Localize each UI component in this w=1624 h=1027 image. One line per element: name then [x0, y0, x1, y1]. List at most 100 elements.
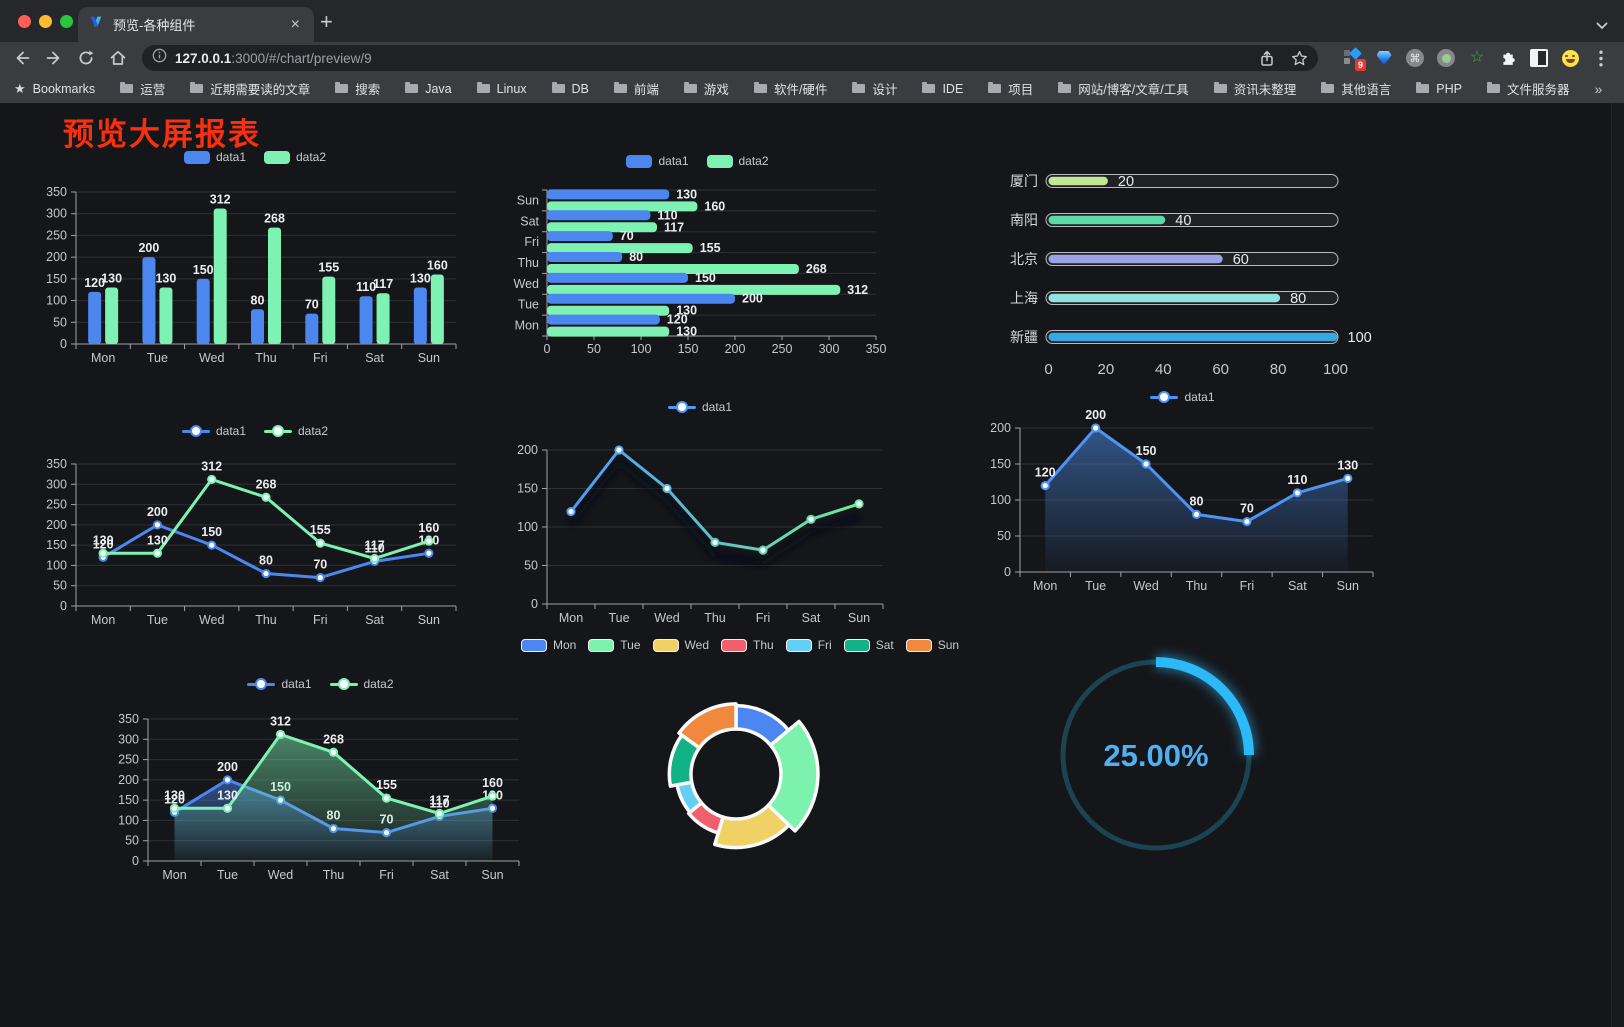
svg-text:155: 155	[376, 778, 397, 792]
bookmark-item[interactable]: 其他语言	[1321, 79, 1391, 98]
svg-text:80: 80	[251, 293, 265, 307]
extension-gem-icon[interactable]	[1375, 49, 1393, 67]
svg-text:100: 100	[46, 558, 67, 572]
bookmark-item[interactable]: 游戏	[683, 79, 729, 98]
legend-item-Wed[interactable]: Wed	[652, 638, 709, 652]
svg-text:120: 120	[1035, 466, 1056, 480]
window-minimize-button[interactable]	[39, 15, 52, 28]
extension-recorder-icon[interactable]	[1437, 49, 1455, 67]
page-scrollbar[interactable]	[1611, 103, 1624, 1027]
svg-text:Fri: Fri	[756, 611, 771, 625]
legend-item-data2[interactable]: data2	[706, 154, 769, 168]
tab-search-chevron-icon[interactable]	[1596, 17, 1608, 35]
rose-donut-chart: Mon Tue Wed Thu Fri Sat Sun	[520, 636, 959, 886]
legend-item-data1[interactable]: data1	[247, 677, 312, 691]
legend-item-data1[interactable]: data1	[183, 150, 246, 164]
svg-text:150: 150	[990, 457, 1011, 471]
url-bar[interactable]: 127.0.0.1:3000/#/chart/preview/9	[142, 45, 1318, 71]
legend-item-Thu[interactable]: Thu	[721, 638, 774, 652]
legend-item-Tue[interactable]: Tue	[588, 638, 641, 652]
back-button[interactable]	[12, 48, 32, 68]
legend-item-data1[interactable]: data1	[1150, 390, 1215, 404]
extension-split-view-icon[interactable]	[1530, 49, 1548, 67]
window-maximize-button[interactable]	[60, 15, 73, 28]
webpage-content: 预览大屏报表 data1 data2 0 50 100 150 200 250 300 350 Mo…	[0, 103, 1624, 1027]
legend-item-Sat[interactable]: Sat	[843, 638, 894, 652]
gauge-chart: 25.00%	[1046, 645, 1266, 865]
legend-item-data1[interactable]: data1	[181, 424, 246, 438]
svg-text:25.00%: 25.00%	[1103, 738, 1208, 773]
svg-text:350: 350	[46, 185, 67, 199]
legend-item-data1[interactable]: data1	[626, 154, 689, 168]
legend-item-Mon[interactable]: Mon	[520, 638, 576, 652]
chart-legend: data1	[980, 390, 1385, 404]
extensions-puzzle-icon[interactable]	[1499, 49, 1517, 67]
svg-text:130: 130	[1337, 458, 1358, 472]
tab-close-icon[interactable]: ×	[290, 15, 300, 33]
legend-item-data2[interactable]: data2	[264, 424, 328, 438]
share-icon[interactable]	[1259, 50, 1275, 67]
svg-text:Tue: Tue	[608, 611, 629, 625]
svg-text:Sun: Sun	[418, 351, 440, 365]
bookmark-item[interactable]: 运营	[120, 79, 165, 98]
legend-item-Fri[interactable]: Fri	[785, 638, 832, 652]
bookmark-item[interactable]: 项目	[988, 79, 1033, 98]
svg-text:250: 250	[118, 753, 139, 767]
legend-item-data2[interactable]: data2	[264, 150, 326, 164]
svg-text:312: 312	[847, 283, 868, 297]
new-tab-button[interactable]: +	[320, 9, 333, 34]
svg-text:Thu: Thu	[255, 351, 277, 365]
svg-text:150: 150	[118, 793, 139, 807]
window-close-button[interactable]	[18, 15, 31, 28]
bookmarks-overflow-chevron[interactable]: »	[1594, 80, 1603, 97]
svg-text:250: 250	[46, 498, 67, 512]
svg-text:300: 300	[118, 732, 139, 746]
bookmark-item[interactable]: 资讯未整理	[1213, 79, 1296, 98]
svg-text:250: 250	[46, 228, 67, 242]
svg-text:Sat: Sat	[430, 868, 449, 882]
bookmark-item[interactable]: 前端	[613, 79, 659, 98]
svg-text:Thu: Thu	[704, 611, 726, 625]
chart-legend: data1 data2	[40, 150, 470, 164]
legend-item-data1[interactable]: data1	[667, 400, 732, 414]
svg-text:200: 200	[147, 505, 168, 519]
bookmark-item[interactable]: 搜索	[335, 79, 380, 98]
bookmark-item[interactable]: 软件/硬件	[753, 79, 827, 98]
reload-button[interactable]	[76, 48, 96, 68]
bookmark-item[interactable]: 网站/博客/文章/工具	[1058, 79, 1189, 98]
browser-menu-icon[interactable]	[1592, 49, 1610, 67]
bookmark-item[interactable]: IDE	[922, 82, 963, 96]
bookmarks-app-item[interactable]: ★ Bookmarks	[14, 81, 95, 97]
browser-tab[interactable]: 预览-各种组件 ×	[78, 7, 314, 42]
folder-icon	[988, 82, 1002, 93]
svg-text:50: 50	[524, 559, 538, 573]
extension-command-icon[interactable]: ⌘	[1406, 49, 1424, 67]
svg-text:300: 300	[46, 207, 67, 221]
bookmark-item[interactable]: PHP	[1416, 82, 1462, 96]
bookmark-item[interactable]: 设计	[852, 79, 897, 98]
svg-text:新疆: 新疆	[1010, 329, 1038, 345]
svg-text:Thu: Thu	[323, 868, 345, 882]
bookmark-item[interactable]: Java	[405, 82, 452, 96]
site-info-icon[interactable]	[152, 48, 167, 68]
svg-text:Fri: Fri	[313, 351, 328, 365]
extension-tabs-icon[interactable]: 9	[1344, 47, 1366, 71]
folder-icon	[405, 82, 419, 93]
url-path: :3000/#/chart/preview/9	[231, 50, 372, 66]
bookmark-item[interactable]: 近期需要读的文章	[190, 79, 310, 98]
svg-text:80: 80	[629, 250, 643, 264]
legend-item-Sun[interactable]: Sun	[905, 638, 959, 652]
bookmark-item[interactable]: DB	[551, 82, 589, 96]
bookmark-item[interactable]: 文件服务器	[1486, 79, 1569, 98]
svg-text:312: 312	[201, 459, 222, 473]
legend-item-data2[interactable]: data2	[329, 677, 394, 691]
extension-emoji-icon[interactable]	[1561, 49, 1579, 67]
svg-text:117: 117	[364, 539, 384, 553]
extension-green-star-icon[interactable]: ☆	[1469, 49, 1485, 66]
svg-text:厦门: 厦门	[1010, 173, 1038, 189]
bookmark-star-icon[interactable]	[1291, 50, 1308, 67]
home-button[interactable]	[108, 48, 128, 68]
tab-strip: 预览-各种组件 × +	[0, 0, 1624, 42]
bookmark-item[interactable]: Linux	[476, 82, 527, 96]
forward-button[interactable]	[44, 48, 64, 68]
